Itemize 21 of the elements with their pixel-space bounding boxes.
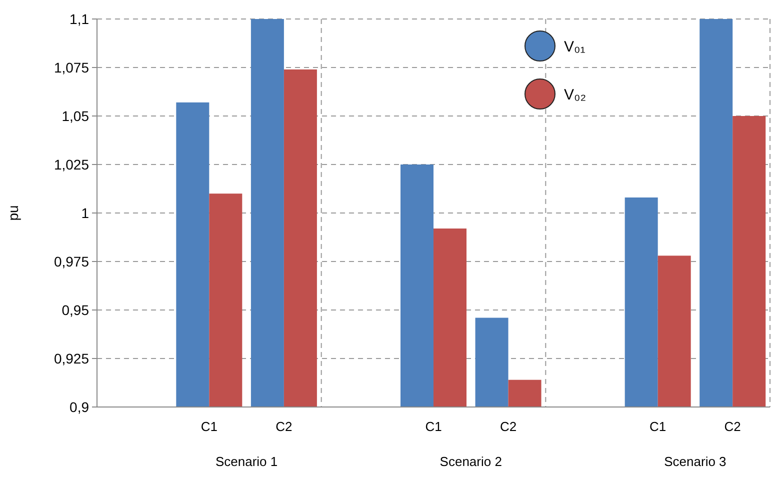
x-tick-label: C1 [650,419,666,434]
x-tick-label: C2 [724,419,741,434]
y-tick-label: 1,05 [62,108,90,124]
legend-label: V₀₁ [564,38,586,56]
legend-label: V₀₂ [564,86,586,104]
y-tick-label: 0,95 [62,302,90,318]
text: Scenario 1 [215,454,278,469]
y-tick-label: 1 [81,204,90,221]
y-axis-title: pu [5,205,21,221]
x-tick-label: C1 [425,419,442,434]
x-tick-label: C2 [276,419,292,434]
y-tick-label: 0,925 [54,350,90,366]
text: Scenario 2 [440,454,502,469]
text: Scenario 3 [664,454,726,469]
x-tick-label: C2 [500,419,517,434]
x-tick-label: C1 [200,419,218,434]
y-tick-label: 1,1 [70,10,90,27]
y-tick-label: 1,025 [54,156,90,172]
y-tick-label: 0,975 [54,253,90,270]
y-tick-label: 1,075 [54,59,90,76]
y-tick-label: 0,9 [70,398,90,415]
